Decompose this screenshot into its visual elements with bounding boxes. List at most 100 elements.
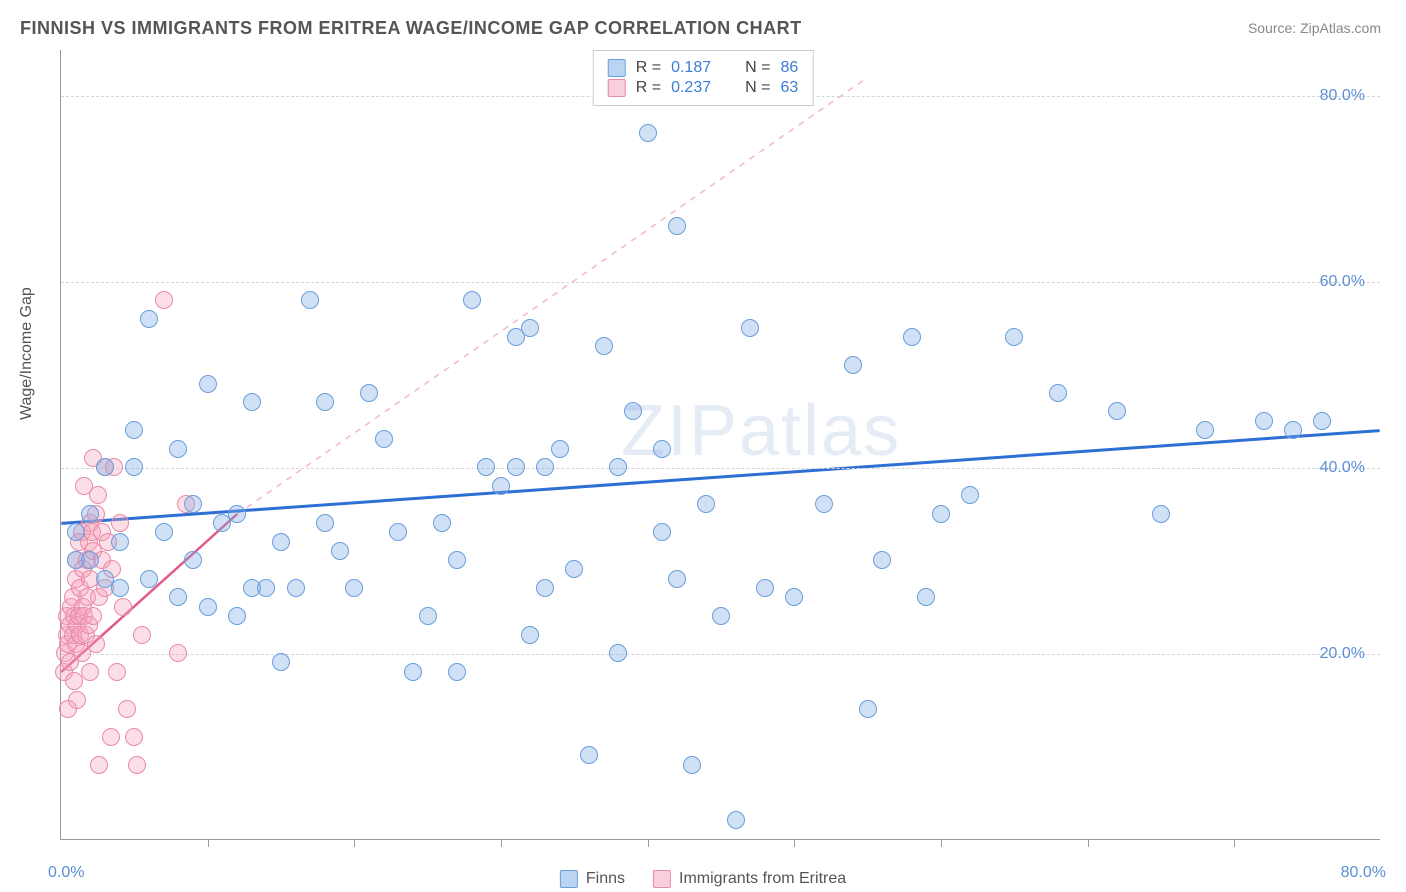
data-point-blue xyxy=(257,579,275,597)
r-value-1: 0.187 xyxy=(671,59,711,77)
data-point-pink xyxy=(125,728,143,746)
stats-row-series2: R = 0.237 N = 63 xyxy=(608,79,799,97)
data-point-blue xyxy=(492,477,510,495)
data-point-blue xyxy=(551,440,569,458)
data-point-blue xyxy=(903,328,921,346)
legend-item-eritrea: Immigrants from Eritrea xyxy=(653,870,846,888)
y-tick-label: 20.0% xyxy=(1320,645,1365,663)
data-point-pink xyxy=(65,672,83,690)
data-point-blue xyxy=(521,319,539,337)
data-point-pink xyxy=(169,644,187,662)
n-label-1: N = xyxy=(745,59,770,77)
swatch-pink-icon xyxy=(653,870,671,888)
data-point-blue xyxy=(1049,384,1067,402)
data-point-blue xyxy=(316,514,334,532)
data-point-pink xyxy=(68,691,86,709)
data-point-blue xyxy=(169,440,187,458)
y-tick-label: 80.0% xyxy=(1320,87,1365,105)
data-point-blue xyxy=(111,579,129,597)
data-point-blue xyxy=(448,663,466,681)
data-point-blue xyxy=(169,588,187,606)
data-point-pink xyxy=(102,728,120,746)
data-point-blue xyxy=(932,505,950,523)
data-point-blue xyxy=(815,495,833,513)
legend-label-2: Immigrants from Eritrea xyxy=(679,870,846,888)
data-point-blue xyxy=(81,551,99,569)
legend: Finns Immigrants from Eritrea xyxy=(560,870,846,888)
data-point-blue xyxy=(125,458,143,476)
r-value-2: 0.237 xyxy=(671,79,711,97)
data-point-pink xyxy=(81,663,99,681)
data-point-blue xyxy=(67,523,85,541)
data-point-blue xyxy=(287,579,305,597)
data-point-blue xyxy=(272,653,290,671)
data-point-blue xyxy=(668,570,686,588)
data-point-blue xyxy=(345,579,363,597)
data-point-blue xyxy=(1255,412,1273,430)
data-point-blue xyxy=(1284,421,1302,439)
n-value-1: 86 xyxy=(780,59,798,77)
data-point-blue xyxy=(536,579,554,597)
data-point-blue xyxy=(331,542,349,560)
data-point-blue xyxy=(184,551,202,569)
data-point-blue xyxy=(859,700,877,718)
trend-line xyxy=(61,431,1379,524)
data-point-blue xyxy=(81,505,99,523)
data-point-blue xyxy=(301,291,319,309)
data-point-pink xyxy=(114,598,132,616)
y-tick-label: 40.0% xyxy=(1320,459,1365,477)
data-point-blue xyxy=(727,811,745,829)
data-point-blue xyxy=(609,458,627,476)
trend-lines-svg xyxy=(61,50,1380,839)
n-label-2: N = xyxy=(745,79,770,97)
legend-item-finns: Finns xyxy=(560,870,625,888)
data-point-pink xyxy=(87,635,105,653)
legend-label-1: Finns xyxy=(586,870,625,888)
data-point-blue xyxy=(125,421,143,439)
data-point-pink xyxy=(90,756,108,774)
data-point-blue xyxy=(463,291,481,309)
data-point-blue xyxy=(683,756,701,774)
swatch-blue-icon xyxy=(608,59,626,77)
x-tick xyxy=(501,839,502,847)
data-point-blue xyxy=(140,310,158,328)
data-point-blue xyxy=(316,393,334,411)
data-point-blue xyxy=(228,607,246,625)
data-point-pink xyxy=(89,486,107,504)
data-point-blue xyxy=(595,337,613,355)
grid-line xyxy=(61,282,1380,283)
x-tick xyxy=(1234,839,1235,847)
data-point-blue xyxy=(199,375,217,393)
data-point-pink xyxy=(133,626,151,644)
data-point-blue xyxy=(404,663,422,681)
data-point-blue xyxy=(1005,328,1023,346)
data-point-blue xyxy=(477,458,495,476)
x-tick xyxy=(941,839,942,847)
x-tick xyxy=(794,839,795,847)
source-prefix: Source: xyxy=(1248,20,1300,36)
n-value-2: 63 xyxy=(780,79,798,97)
x-tick xyxy=(648,839,649,847)
data-point-blue xyxy=(639,124,657,142)
data-point-blue xyxy=(844,356,862,374)
data-point-blue xyxy=(873,551,891,569)
data-point-blue xyxy=(668,217,686,235)
r-label-2: R = xyxy=(636,79,661,97)
x-tick xyxy=(208,839,209,847)
stats-row-series1: R = 0.187 N = 86 xyxy=(608,59,799,77)
data-point-blue xyxy=(1152,505,1170,523)
plot-area: ZIPatlas 20.0%40.0%60.0%80.0% xyxy=(60,50,1380,840)
data-point-blue xyxy=(756,579,774,597)
data-point-pink xyxy=(155,291,173,309)
data-point-blue xyxy=(243,393,261,411)
data-point-blue xyxy=(741,319,759,337)
data-point-blue xyxy=(184,495,202,513)
data-point-blue xyxy=(360,384,378,402)
y-axis-label: Wage/Income Gap xyxy=(18,287,36,420)
data-point-blue xyxy=(433,514,451,532)
data-point-pink xyxy=(84,607,102,625)
r-label-1: R = xyxy=(636,59,661,77)
correlation-stats-box: R = 0.187 N = 86 R = 0.237 N = 63 xyxy=(593,50,814,106)
chart-title: FINNISH VS IMMIGRANTS FROM ERITREA WAGE/… xyxy=(20,18,802,39)
data-point-blue xyxy=(1108,402,1126,420)
